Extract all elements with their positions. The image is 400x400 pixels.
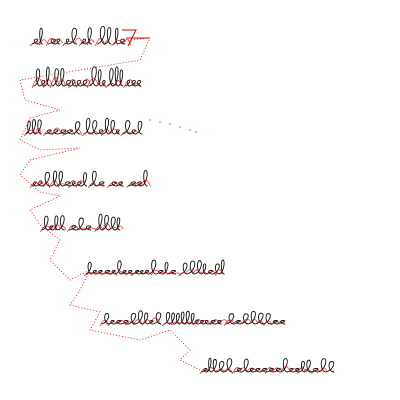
trace-word: [105, 80, 122, 89]
ink-word: [64, 27, 78, 45]
trace-word: [264, 366, 300, 375]
trace-word: [120, 129, 138, 137]
trace-mark: [122, 29, 150, 47]
trace-word: [78, 39, 95, 47]
ink-word: [68, 217, 92, 231]
ink-word: [88, 66, 106, 87]
trace-word: [123, 79, 142, 89]
trace-word: [86, 78, 106, 89]
trace-word: [232, 367, 263, 375]
ink-word: [33, 66, 50, 87]
ink-word: [31, 171, 51, 187]
ink-word: [225, 310, 286, 325]
trace-word: [83, 270, 134, 277]
ink-word: [266, 358, 300, 373]
trace-word: [99, 317, 161, 327]
trace-word: [23, 127, 42, 137]
trace-dot: [169, 123, 171, 125]
ink-word: [234, 358, 268, 373]
ink-word: [102, 117, 120, 135]
trace-dot: [195, 131, 197, 133]
trace-word: [111, 39, 132, 47]
ink-word: [70, 79, 88, 87]
trace-word: [67, 224, 97, 233]
ink-word: [113, 27, 126, 45]
trace-dot: [159, 121, 161, 123]
trace-word: [29, 39, 48, 47]
trace-word: [39, 224, 67, 233]
trace-word: [94, 223, 124, 233]
ink-word: [47, 38, 61, 45]
trace-word: [131, 269, 182, 277]
trace-word: [62, 37, 83, 47]
trace-word: [126, 179, 151, 189]
trace-word: [43, 127, 62, 137]
red-pen-trace: [19, 29, 328, 375]
trace-word: [81, 131, 99, 137]
trace-word: [68, 78, 92, 89]
ink-word: [163, 310, 222, 325]
ink-word: [299, 358, 335, 373]
trace-word: [68, 180, 86, 189]
ink-word: [64, 121, 81, 135]
ink-word: [96, 213, 121, 231]
ink-word: [201, 357, 233, 373]
trace-word: [178, 269, 223, 277]
ink-word: [96, 26, 112, 45]
trace-dot: [189, 129, 191, 131]
ink-word: [106, 66, 124, 87]
ink-word: [50, 170, 71, 187]
trace-word: [101, 128, 120, 137]
trace-word: [95, 37, 111, 47]
trace-word: [199, 367, 233, 375]
trace-word: [46, 38, 63, 47]
trace-word: [87, 182, 105, 189]
ink-word: [128, 169, 148, 187]
trace-word: [161, 318, 230, 327]
ink-word: [122, 120, 143, 135]
ink-word: [31, 27, 43, 45]
trace-word: [31, 77, 53, 89]
trace-word: [297, 366, 328, 375]
trace-word: [62, 128, 82, 137]
ink-word: [83, 118, 104, 135]
trace-word: [49, 77, 66, 89]
trace-word: [107, 181, 124, 189]
ink-word: [70, 172, 88, 187]
trace-word: [49, 180, 66, 189]
ink-word: [51, 67, 72, 87]
ink-word: [44, 129, 67, 135]
trace-word: [29, 180, 50, 189]
ink-word: [25, 119, 42, 135]
ink-word: [41, 215, 65, 231]
ink-word: [80, 27, 92, 45]
ink-word: [101, 310, 162, 325]
trace-dot: [149, 119, 151, 121]
trace-word: [223, 318, 285, 327]
trace-dot: [179, 126, 181, 128]
